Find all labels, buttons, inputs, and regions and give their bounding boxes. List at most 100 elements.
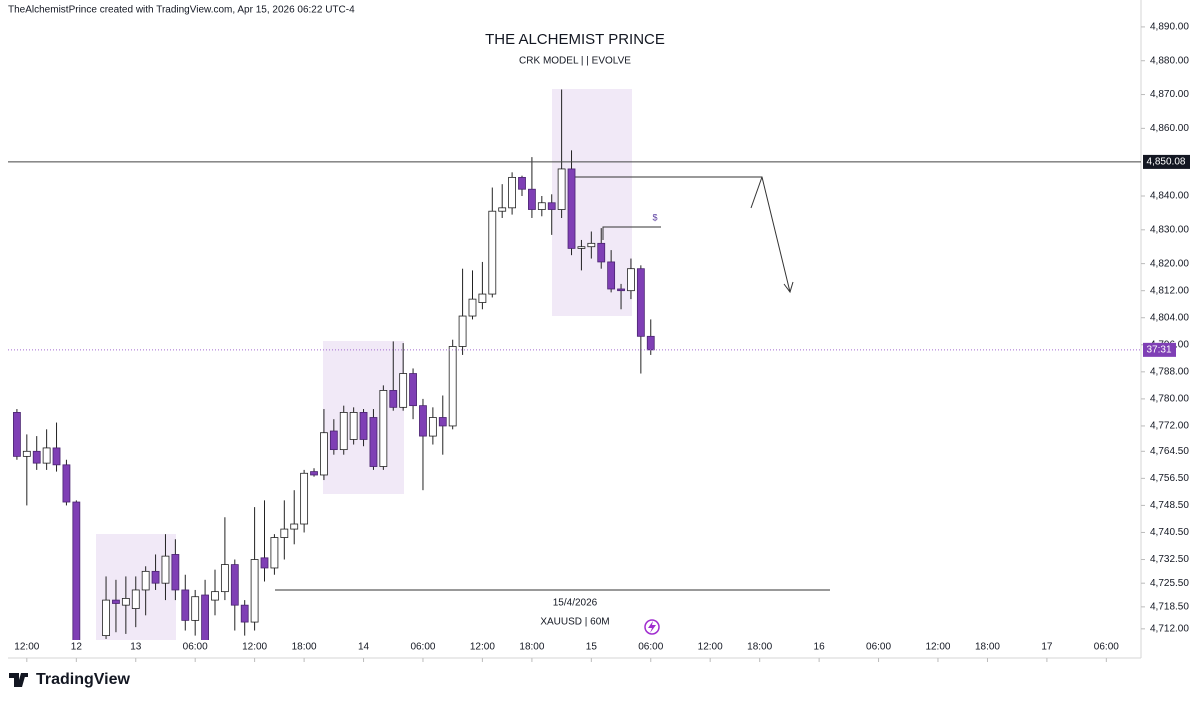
y-tick-label: 4,812.00 [1150, 285, 1189, 296]
candle-body [419, 405, 427, 437]
x-tick-label: 18:00 [747, 642, 772, 653]
candle-body [636, 268, 645, 337]
candle-body [557, 168, 566, 210]
candle-body [508, 176, 517, 209]
y-tick-label: 4,732.50 [1150, 554, 1189, 565]
y-tick-label: 4,820.00 [1150, 258, 1189, 269]
candle-body [438, 417, 447, 427]
x-tick-label: 12 [71, 642, 83, 653]
candle-body [379, 390, 388, 467]
y-tick-label: 4,880.00 [1150, 55, 1189, 66]
candle-body [458, 315, 467, 347]
candle-body [478, 293, 487, 303]
candle-body [607, 261, 616, 290]
candle-body [280, 528, 289, 538]
y-tick-label: 4,788.00 [1150, 366, 1189, 377]
countdown-bg [1143, 342, 1176, 357]
candle-body [121, 598, 130, 606]
candle-body [171, 554, 180, 591]
candle-body [52, 447, 61, 466]
icon [648, 621, 656, 633]
brand-logo [9, 673, 28, 687]
candle-body [112, 599, 120, 604]
x-tick-label: 17 [1041, 642, 1053, 653]
candle-body [547, 202, 556, 210]
candle-body [537, 202, 546, 210]
candle-body [191, 596, 200, 621]
candle-body [131, 589, 140, 609]
candle-body [230, 564, 239, 606]
y-tick-label: 4,740.50 [1150, 527, 1189, 538]
candles [13, 89, 655, 640]
candle-body [518, 176, 526, 190]
x-tick-label: 18:00 [519, 642, 544, 653]
x-tick-label: 12:00 [925, 642, 950, 653]
countdown: 37:31 [1146, 344, 1171, 355]
y-tick-label: 4,756.50 [1150, 473, 1189, 484]
candle-body [646, 335, 655, 351]
candle-body [597, 242, 606, 263]
candle-body [13, 412, 21, 457]
chart-title: THE ALCHEMIST PRINCE [485, 31, 665, 48]
candle-body [369, 417, 378, 467]
candle-body [409, 373, 417, 407]
candle-body [577, 246, 586, 249]
candle-body [240, 604, 249, 623]
y-tick-label: 4,780.00 [1150, 394, 1189, 405]
price-label: 4,850.08 [1147, 157, 1186, 168]
candle-body [102, 599, 110, 637]
drawings: $ 15/4/2026 XAUUSD | 60M [96, 89, 830, 640]
y-tick-label: 4,830.00 [1150, 224, 1189, 235]
y-tick-label: 4,712.00 [1150, 623, 1189, 634]
y-tick-label: 4,718.50 [1150, 602, 1189, 613]
annotation: XAUUSD | 60M [540, 617, 609, 628]
x-tick-label: 06:00 [410, 642, 435, 653]
candle-body [211, 591, 219, 601]
candle-body [62, 464, 71, 503]
x-tick-label: 14 [358, 642, 370, 653]
candle-body [72, 501, 81, 640]
x-tick-label: 12:00 [14, 642, 39, 653]
candle-body [260, 557, 269, 569]
candle-body [448, 346, 457, 427]
y-tick-label: 4,772.00 [1150, 421, 1189, 432]
x-tick-label: 06:00 [1094, 642, 1119, 653]
candle-body [181, 589, 190, 621]
candle-body [161, 555, 170, 584]
candle-body [151, 570, 160, 584]
candle-body [339, 412, 348, 451]
y-tick-label: 4,725.50 [1150, 578, 1189, 589]
x-tick-label: 16 [814, 642, 826, 653]
arrow-head [783, 281, 794, 294]
candle-body [359, 412, 368, 440]
candle-body [498, 207, 507, 212]
candle-body [349, 412, 358, 440]
projection-leg [750, 176, 763, 209]
x-tick-label: 06:00 [183, 642, 208, 653]
candle-body [310, 471, 318, 476]
candle-body [399, 373, 408, 408]
x-tick-label: 18:00 [975, 642, 1000, 653]
candle-body [32, 450, 41, 464]
candle-body [428, 417, 437, 437]
candle-body [250, 559, 259, 623]
price-label-bg [1143, 154, 1190, 169]
y-tick-label: 4,764.50 [1150, 446, 1189, 457]
x-tick-label: 12:00 [242, 642, 267, 653]
candle-body [141, 570, 150, 591]
candle-body [528, 188, 536, 210]
y-tick-label: 4,890.00 [1150, 22, 1189, 33]
candle-body [488, 210, 497, 295]
candle-body [617, 288, 625, 292]
candle-body [320, 432, 328, 476]
candle-body [567, 168, 576, 249]
y-tick-label: 4,840.00 [1150, 191, 1189, 202]
annotation: 15/4/2026 [553, 598, 598, 609]
candle-body [42, 447, 51, 464]
candle-body [468, 298, 477, 317]
brand-name: TradingView [36, 671, 131, 688]
icon [644, 619, 660, 635]
candle-body [220, 564, 229, 593]
x-tick-label: 15 [586, 642, 598, 653]
